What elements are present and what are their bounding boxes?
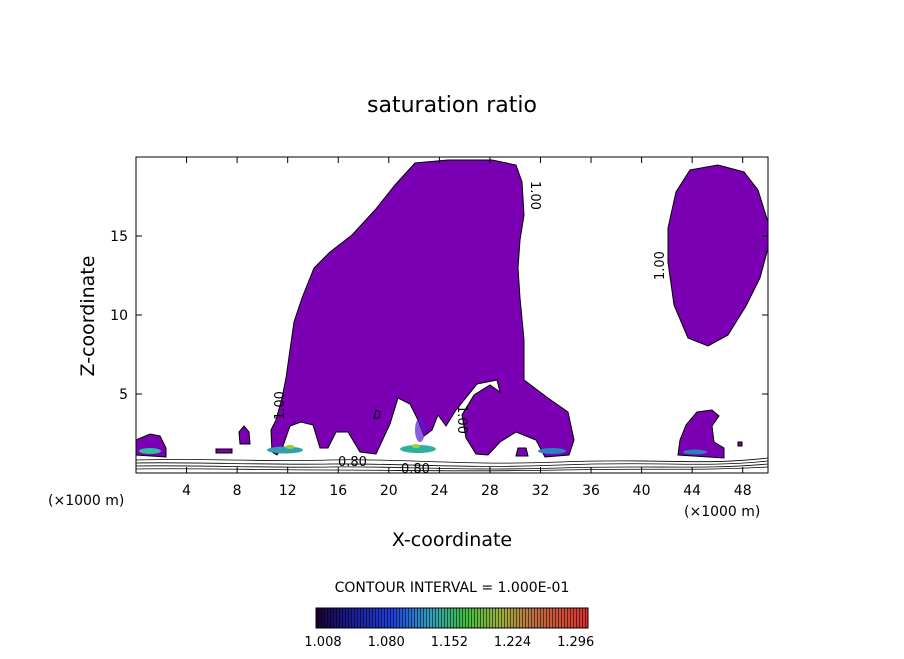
- colorbar-ticks: 1.008 1.080 1.152 1.224 1.296: [304, 635, 594, 650]
- x-tick-label: 4: [182, 483, 191, 499]
- y-axis-ticks: 5 10 15: [110, 229, 768, 403]
- y-tick-label: 5: [119, 387, 128, 403]
- colorbar-stripes: [316, 608, 588, 628]
- x-tick-label: 36: [582, 483, 600, 499]
- contour-interval-text: CONTOUR INTERVAL = 1.000E-01: [335, 580, 570, 596]
- colorbar-tick-label: 1.224: [494, 635, 531, 650]
- x-tick-label: 48: [734, 483, 752, 499]
- main-cloud-region: [270, 159, 575, 458]
- high-saturation-patch: [538, 448, 566, 454]
- small-cloud-blob: [737, 441, 743, 447]
- x-tick-label: 44: [683, 483, 701, 499]
- colorbar-tick-label: 1.008: [304, 635, 341, 650]
- contour-label: 1.00: [454, 405, 469, 434]
- y-axis-label: Z-coordinate: [77, 256, 99, 377]
- high-saturation-patch: [285, 445, 295, 449]
- small-cloud-blob: [373, 409, 381, 419]
- x-axis-ticks: 4 8 12 16 20 24 28 32 36 40 44 48: [182, 157, 752, 499]
- contour-label: 1.00: [273, 391, 288, 420]
- x-tick-label: 24: [430, 483, 448, 499]
- high-saturation-patch: [683, 449, 707, 455]
- high-saturation-patch: [267, 446, 303, 454]
- y-tick-label: 10: [110, 308, 128, 324]
- x-origin-unit-label: (×1000 m): [48, 493, 124, 509]
- x-tick-label: 12: [279, 483, 297, 499]
- x-tick-label: 20: [380, 483, 398, 499]
- high-saturation-patch: [412, 444, 420, 448]
- x-tick-label: 28: [481, 483, 499, 499]
- colorbar-tick-label: 1.296: [557, 635, 594, 650]
- contour-label: 0.80: [338, 455, 367, 470]
- upper-right-cloud-region: [667, 164, 769, 347]
- supersaturated-fill-layer: [135, 159, 769, 459]
- small-cloud-blob: [215, 448, 233, 454]
- high-saturation-patch: [415, 418, 425, 442]
- x-tick-label: 40: [633, 483, 651, 499]
- contour-label: 1.00: [653, 251, 668, 280]
- high-saturation-patch: [139, 448, 161, 454]
- chart-title: saturation ratio: [367, 93, 537, 118]
- x-end-unit-label: (×1000 m): [684, 504, 760, 520]
- colorbar-tick-label: 1.152: [431, 635, 468, 650]
- small-right-cloud-region: [677, 409, 725, 459]
- contour-label: 0.80: [401, 462, 430, 477]
- x-tick-label: 32: [532, 483, 550, 499]
- contour-label: 1.00: [527, 181, 542, 210]
- colorbar-frame: [315, 607, 589, 629]
- small-cloud-blob: [515, 447, 529, 457]
- colorbar-tick-label: 1.080: [368, 635, 405, 650]
- high-saturation-patch: [400, 445, 436, 453]
- x-axis-label: X-coordinate: [392, 529, 512, 551]
- x-tick-label: 8: [233, 483, 242, 499]
- y-tick-label: 15: [110, 229, 128, 245]
- small-cloud-blob: [238, 425, 251, 445]
- x-tick-label: 16: [329, 483, 347, 499]
